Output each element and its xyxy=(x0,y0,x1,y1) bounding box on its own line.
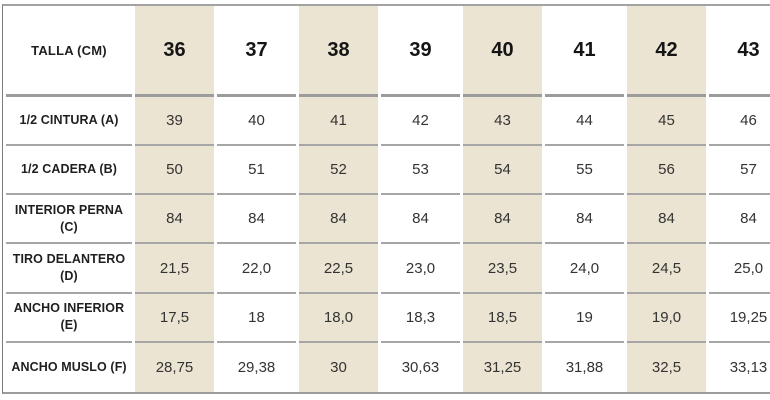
data-cell: 31,88 xyxy=(545,342,624,392)
data-cell: 84 xyxy=(299,195,378,245)
data-cell: 46 xyxy=(709,97,770,147)
table-row-cintura: 1/2 CINTURA (A) 39 40 41 42 43 44 45 46 xyxy=(6,97,770,147)
data-cell: 50 xyxy=(135,146,214,196)
size-column-header-42: 42 xyxy=(627,6,706,97)
data-cell: 22,5 xyxy=(299,244,378,294)
data-cell: 84 xyxy=(135,195,214,245)
data-cell: 84 xyxy=(381,195,460,245)
data-cell: 45 xyxy=(627,97,706,147)
size-column-header-43: 43 xyxy=(709,6,770,97)
table-row-cadera: 1/2 CADERA (B) 50 51 52 53 54 55 56 57 xyxy=(6,146,770,196)
size-chart-table: TALLA (CM) 36 37 38 39 40 41 42 43 1/2 C… xyxy=(2,4,770,394)
data-cell: 55 xyxy=(545,146,624,196)
data-cell: 28,75 xyxy=(135,342,214,392)
data-cell: 19,25 xyxy=(709,293,770,343)
data-cell: 39 xyxy=(135,97,214,147)
data-cell: 22,0 xyxy=(217,244,296,294)
data-cell: 23,0 xyxy=(381,244,460,294)
data-cell: 42 xyxy=(381,97,460,147)
data-cell: 57 xyxy=(709,146,770,196)
data-cell: 41 xyxy=(299,97,378,147)
corner-header-talla-cm: TALLA (CM) xyxy=(6,6,132,97)
data-cell: 56 xyxy=(627,146,706,196)
data-cell: 84 xyxy=(217,195,296,245)
size-column-header-38: 38 xyxy=(299,6,378,97)
data-cell: 51 xyxy=(217,146,296,196)
data-cell: 33,13 xyxy=(709,342,770,392)
row-label: TIRO DELANTERO (D) xyxy=(6,244,132,294)
data-cell: 19 xyxy=(545,293,624,343)
data-cell: 31,25 xyxy=(463,342,542,392)
header-row: TALLA (CM) 36 37 38 39 40 41 42 43 xyxy=(6,6,770,97)
data-cell: 18,0 xyxy=(299,293,378,343)
data-cell: 52 xyxy=(299,146,378,196)
data-cell: 25,0 xyxy=(709,244,770,294)
table-row-tiro-delantero: TIRO DELANTERO (D) 21,5 22,0 22,5 23,0 2… xyxy=(6,244,770,294)
data-cell: 30 xyxy=(299,342,378,392)
size-column-header-39: 39 xyxy=(381,6,460,97)
data-cell: 30,63 xyxy=(381,342,460,392)
row-label: ANCHO INFERIOR (E) xyxy=(6,293,132,343)
size-column-header-37: 37 xyxy=(217,6,296,97)
size-column-header-40: 40 xyxy=(463,6,542,97)
data-cell: 17,5 xyxy=(135,293,214,343)
data-cell: 19,0 xyxy=(627,293,706,343)
table-row-ancho-inferior: ANCHO INFERIOR (E) 17,5 18 18,0 18,3 18,… xyxy=(6,293,770,343)
data-cell: 24,0 xyxy=(545,244,624,294)
data-cell: 18,5 xyxy=(463,293,542,343)
row-label: ANCHO MUSLO (F) xyxy=(6,342,132,392)
data-cell: 44 xyxy=(545,97,624,147)
data-cell: 43 xyxy=(463,97,542,147)
data-cell: 21,5 xyxy=(135,244,214,294)
data-cell: 24,5 xyxy=(627,244,706,294)
data-cell: 84 xyxy=(709,195,770,245)
row-label: INTERIOR PERNA (C) xyxy=(6,195,132,245)
data-cell: 84 xyxy=(463,195,542,245)
size-column-header-41: 41 xyxy=(545,6,624,97)
data-cell: 84 xyxy=(627,195,706,245)
table-row-interior-perna: INTERIOR PERNA (C) 84 84 84 84 84 84 84 … xyxy=(6,195,770,245)
data-cell: 40 xyxy=(217,97,296,147)
data-cell: 18,3 xyxy=(381,293,460,343)
table-row-ancho-muslo: ANCHO MUSLO (F) 28,75 29,38 30 30,63 31,… xyxy=(6,342,770,392)
row-label: 1/2 CINTURA (A) xyxy=(6,97,132,147)
data-cell: 32,5 xyxy=(627,342,706,392)
data-cell: 18 xyxy=(217,293,296,343)
size-column-header-36: 36 xyxy=(135,6,214,97)
row-label: 1/2 CADERA (B) xyxy=(6,146,132,196)
data-cell: 84 xyxy=(545,195,624,245)
data-cell: 54 xyxy=(463,146,542,196)
data-cell: 23,5 xyxy=(463,244,542,294)
data-cell: 29,38 xyxy=(217,342,296,392)
data-cell: 53 xyxy=(381,146,460,196)
